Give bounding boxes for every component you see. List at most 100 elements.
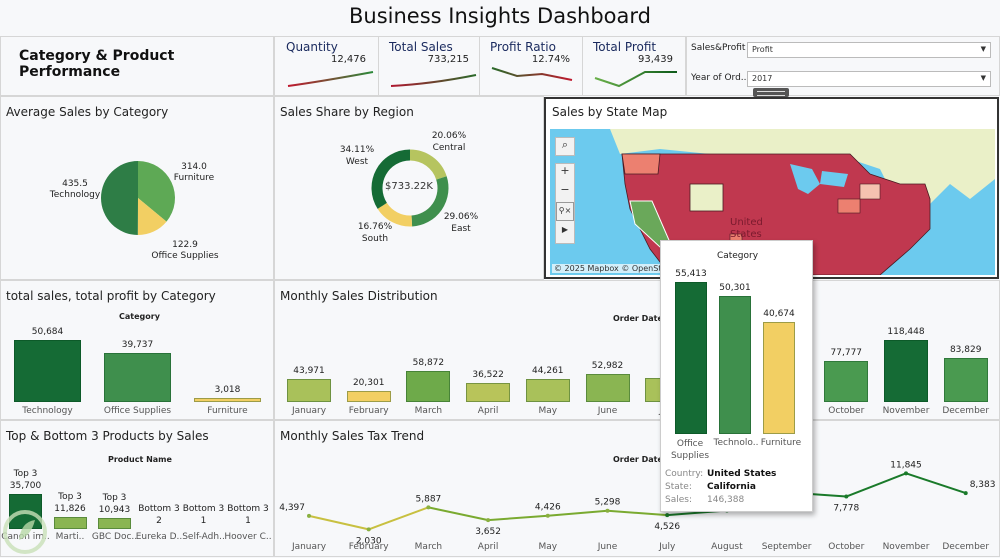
month-bar[interactable] xyxy=(466,382,511,402)
product-group-label: Top 3 xyxy=(102,493,127,504)
panel-title: Average Sales by Category xyxy=(6,105,169,119)
donut-slice-south[interactable] xyxy=(377,202,413,227)
trend-value-label: 4,526 xyxy=(654,522,680,532)
kpi-value: 12.74% xyxy=(531,54,570,65)
trend-point[interactable] xyxy=(844,494,849,499)
donut-region-label: Central xyxy=(433,143,466,153)
month-bar[interactable] xyxy=(824,361,869,402)
kpi-divider xyxy=(378,37,379,95)
kpi-divider xyxy=(582,37,583,95)
category-bar[interactable] xyxy=(14,340,81,402)
trend-point[interactable] xyxy=(665,513,670,518)
month-bar[interactable] xyxy=(585,374,630,402)
pie-slice-office-supplies[interactable] xyxy=(137,198,167,235)
category-bar[interactable] xyxy=(104,353,171,402)
trend-point[interactable] xyxy=(486,518,491,523)
trend-point[interactable] xyxy=(904,471,908,476)
product-value-label: 1 xyxy=(200,515,207,526)
year-filter-select[interactable]: 2017 ▼ xyxy=(747,71,991,87)
trend-line-segment xyxy=(845,472,907,498)
bar-value-label: 39,737 xyxy=(121,340,154,351)
map-attribution[interactable]: © 2025 Mapbox © OpenStree xyxy=(552,264,677,273)
kpi-sparkline xyxy=(287,71,374,87)
trend-point[interactable] xyxy=(307,513,311,518)
month-bar[interactable] xyxy=(525,378,570,402)
month-bar[interactable] xyxy=(884,340,928,402)
kpi-title: Total Sales xyxy=(389,40,453,54)
map-toolbar-expand-button[interactable]: ▶ xyxy=(556,221,574,240)
kpi-value: 12,476 xyxy=(331,54,366,65)
tooltip-bar[interactable] xyxy=(719,296,751,434)
tooltip-country-value: United States xyxy=(707,469,777,479)
category-bar[interactable] xyxy=(194,398,261,402)
bar-axis-label: Office Supplies xyxy=(103,406,172,416)
us-state-map[interactable]: United States xyxy=(550,129,995,275)
product-group-label: Top 3 xyxy=(58,492,82,503)
donut-percent-label: 16.76% xyxy=(358,222,393,232)
trend-axis-label: April xyxy=(478,542,499,552)
kpi-value: 93,439 xyxy=(638,54,673,65)
tooltip-bar[interactable] xyxy=(675,282,707,434)
donut-slice-central[interactable] xyxy=(409,149,447,180)
trend-axis-label: March xyxy=(415,542,442,552)
donut-slice-west[interactable] xyxy=(371,149,411,209)
bar-value-label: 118,448 xyxy=(887,327,925,337)
tooltip-axis-label: Office Supplies xyxy=(670,439,710,461)
panel-title: Top & Bottom 3 Products by Sales xyxy=(6,429,209,443)
product-value-label: 2 xyxy=(156,515,162,526)
bar-axis-label: October xyxy=(828,406,865,416)
avg-sales-panel: Average Sales by Category 435.5 Technolog… xyxy=(0,96,274,280)
zoom-out-button[interactable]: − xyxy=(556,183,574,202)
kpi-title: Total Profit xyxy=(593,40,657,54)
measure-filter-select[interactable]: Profit ▼ xyxy=(747,42,991,58)
tooltip-header: Category xyxy=(716,251,759,261)
product-axis-label: Eureka D.. xyxy=(135,532,183,542)
product-axis-label: GBC Doc.. xyxy=(91,532,138,542)
trend-axis-label: August xyxy=(711,542,743,552)
kpi-sparkline xyxy=(491,67,573,81)
map-controls: + − ⚲× ▶ xyxy=(555,163,575,244)
zoom-in-button[interactable]: + xyxy=(556,164,574,183)
trend-axis-label: June xyxy=(597,542,618,552)
category-profit-panel: total sales, total profit by Category Ca… xyxy=(0,280,274,420)
drag-handle[interactable] xyxy=(753,88,789,97)
month-bar[interactable] xyxy=(406,371,451,402)
clear-pin-button[interactable]: ⚲× xyxy=(556,202,574,221)
product-bar[interactable] xyxy=(53,517,87,529)
donut-slice-east[interactable] xyxy=(411,176,449,227)
tooltip-axis-label: Technolo.. xyxy=(713,438,759,448)
trend-point[interactable] xyxy=(426,505,431,510)
trend-point[interactable] xyxy=(366,527,371,532)
trend-value-label: 5,887 xyxy=(416,494,442,504)
pie-slice-technology[interactable] xyxy=(101,161,138,235)
trend-point[interactable] xyxy=(605,508,610,513)
month-bar[interactable] xyxy=(346,391,391,402)
product-value-label: 11,826 xyxy=(54,504,86,515)
month-bar[interactable] xyxy=(943,358,988,402)
product-axis-label: Hoover C.. xyxy=(224,532,272,542)
donut-percent-label: 34.11% xyxy=(340,145,375,155)
measure-filter-value: Profit xyxy=(752,45,773,54)
pie-slice-furniture[interactable] xyxy=(138,161,175,222)
trend-axis-label: October xyxy=(828,542,864,552)
map-tooltip: Category 55,413 50,301 40,674 Office Suppli… xyxy=(660,240,813,512)
product-axis-label: Marti.. xyxy=(55,532,85,542)
kpi-divider xyxy=(479,37,480,95)
product-group-label: Bottom 3 xyxy=(227,503,269,514)
month-bar[interactable] xyxy=(287,378,331,402)
tooltip-sales-value: 146,388 xyxy=(707,495,745,505)
pie-category-label: Office Supplies xyxy=(151,251,219,261)
product-bar[interactable] xyxy=(98,518,131,529)
bar-axis-label: May xyxy=(538,406,558,416)
pie-value-label: 122.9 xyxy=(172,240,198,250)
trend-point[interactable] xyxy=(963,491,968,496)
trend-point[interactable] xyxy=(545,513,550,518)
bar-value-label: 3,018 xyxy=(214,385,241,396)
tooltip-bar[interactable] xyxy=(763,322,795,434)
bar-value-label: 77,777 xyxy=(830,348,863,359)
map-search-button[interactable]: ⌕ xyxy=(555,137,575,156)
trend-axis-label: December xyxy=(942,542,989,552)
bar-value-label: 36,522 xyxy=(472,369,504,380)
watermark-logo-icon xyxy=(3,510,47,554)
